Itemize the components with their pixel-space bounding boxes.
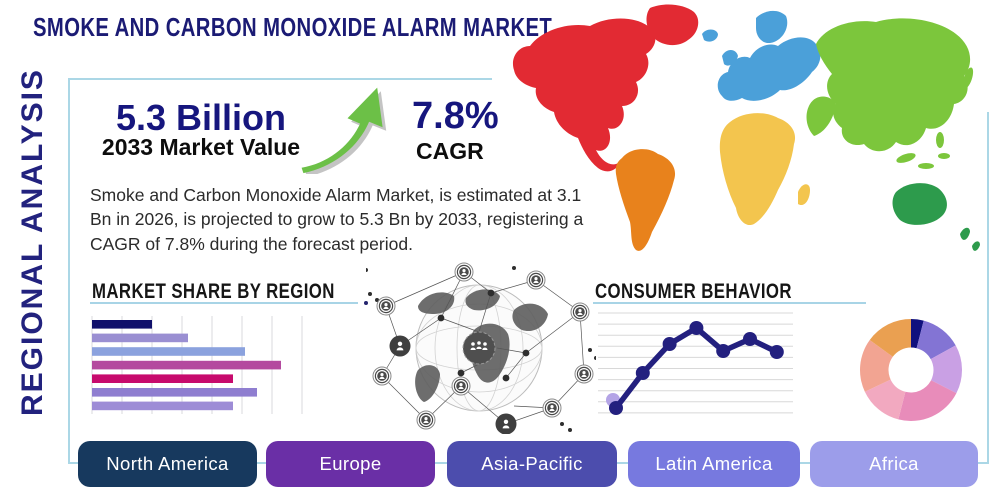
consumer-behavior-underline <box>593 302 866 304</box>
globe-network-graphic <box>366 262 596 434</box>
underline-end-dot <box>364 301 368 305</box>
oceania-region <box>892 183 980 251</box>
consumer-behavior-line-chart <box>598 312 793 415</box>
europe-region <box>702 10 821 101</box>
content-box-border-top <box>68 78 492 80</box>
cagr-number: 7.8% <box>412 95 499 137</box>
region-button-africa[interactable]: Africa <box>810 441 978 487</box>
content-box-border-left <box>68 78 70 464</box>
region-button-asia-pacific[interactable]: Asia-Pacific <box>447 441 617 487</box>
market-value-number: 5.3 Billion <box>115 97 287 138</box>
asia-region <box>806 18 974 169</box>
market-share-heading: MARKET SHARE BY REGION <box>92 280 335 303</box>
cagr-caption: CAGR <box>416 138 484 164</box>
growth-arrow-icon <box>301 87 387 174</box>
market-description: Smoke and Carbon Monoxide Alarm Market, … <box>90 185 584 254</box>
region-share-donut-chart <box>860 319 962 421</box>
content-box-border-right <box>987 112 989 464</box>
africa-region <box>719 113 810 226</box>
market-share-bar-chart <box>91 316 303 414</box>
consumer-behavior-heading: CONSUMER BEHAVIOR <box>595 280 792 303</box>
south-america-region <box>615 149 676 251</box>
market-share-underline <box>90 302 358 304</box>
page-title: SMOKE AND CARBON MONOXIDE ALARM MARKET <box>33 12 553 42</box>
world-map-graphic <box>512 4 980 251</box>
region-button-latin-america[interactable]: Latin America <box>628 441 800 487</box>
north-america-region <box>512 4 699 172</box>
region-button-europe[interactable]: Europe <box>266 441 435 487</box>
market-value-caption: 2033 Market Value <box>101 134 301 160</box>
vertical-section-label: REGIONAL ANALYSIS <box>16 68 49 416</box>
region-button-north-america[interactable]: North America <box>78 441 257 487</box>
